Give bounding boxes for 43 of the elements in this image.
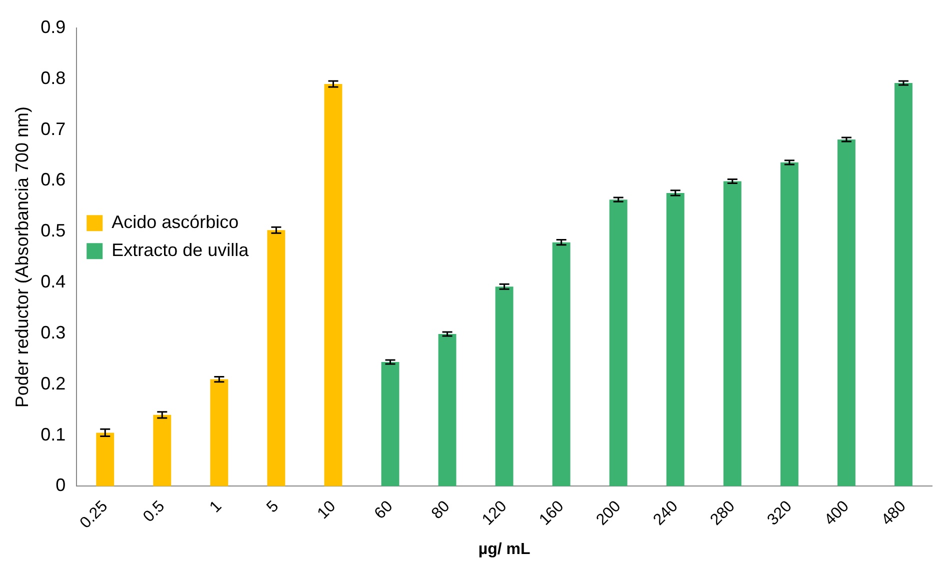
x-tick-label: 60 — [372, 498, 396, 523]
y-tick-label: 0 — [56, 475, 66, 496]
x-tick-label: 120 — [479, 498, 510, 529]
x-tick-label: 280 — [707, 498, 738, 529]
y-tick-label: 0.1 — [40, 424, 66, 444]
y-tick-label: 0.7 — [40, 118, 66, 139]
y-tick-label: 0.6 — [40, 170, 66, 190]
x-tick-label: 5 — [264, 498, 282, 516]
x-tick-label: 80 — [428, 498, 454, 523]
bar — [210, 379, 228, 486]
y-tick-label: 0.4 — [40, 272, 66, 292]
bar — [609, 200, 628, 486]
x-tick-label: 1 — [206, 498, 226, 516]
bar — [96, 432, 114, 486]
bar — [495, 286, 514, 486]
bar — [381, 362, 400, 486]
x-axis-title: µg/ mL — [478, 540, 530, 558]
legend-label: Acido ascórbico — [112, 212, 239, 232]
y-tick-label: 0.8 — [40, 68, 66, 88]
bar — [552, 242, 570, 486]
bar — [723, 181, 742, 486]
bar — [153, 414, 172, 486]
y-axis-title: Poder reductor (Absorbancia 700 nm) — [12, 106, 32, 408]
y-tick-label: 0.9 — [40, 16, 66, 37]
bar — [837, 139, 856, 486]
y-tick-label: 0.2 — [40, 373, 66, 394]
x-tick-label: 320 — [764, 498, 796, 529]
x-tick-label: 240 — [650, 498, 682, 529]
bar — [438, 334, 456, 486]
bar — [267, 230, 286, 486]
bar — [780, 162, 798, 486]
x-tick-label: 10 — [314, 498, 340, 523]
x-tick-label: 0.5 — [140, 498, 168, 526]
x-tick-label: 200 — [593, 498, 624, 529]
y-tick-label: 0.5 — [40, 220, 66, 241]
x-tick-label: 160 — [536, 498, 568, 529]
bar — [894, 82, 912, 486]
y-tick-label: 0.3 — [40, 322, 66, 342]
x-tick-label: 480 — [878, 498, 910, 529]
bar — [324, 84, 342, 486]
legend-label: Extracto de uvilla — [112, 240, 250, 260]
bar — [666, 192, 684, 486]
x-tick-label: 400 — [822, 498, 852, 529]
